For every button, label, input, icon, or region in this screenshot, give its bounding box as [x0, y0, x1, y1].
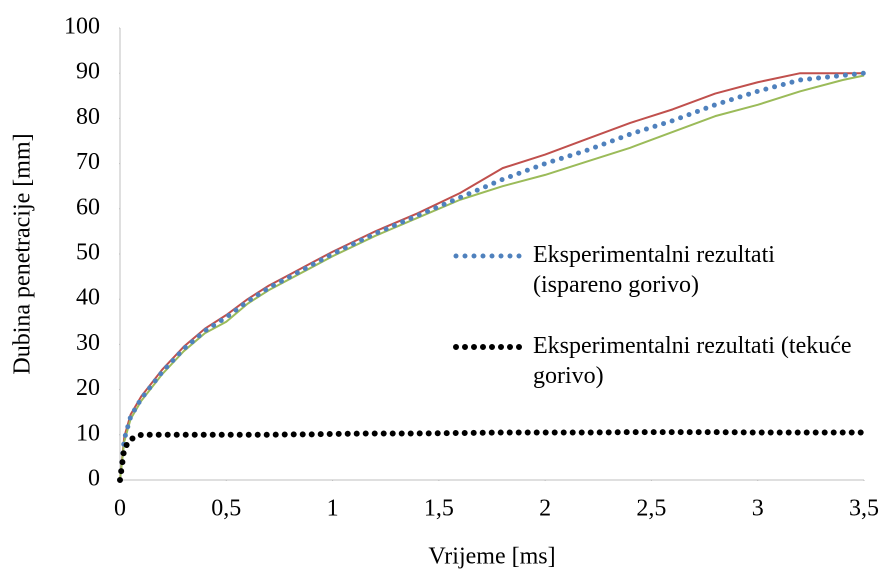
- legend-label: Eksperimentalni rezultati (ispareno gori…: [533, 242, 775, 298]
- y-axis-label: Dubina penetracije [mm]: [10, 133, 36, 374]
- series-line: [117, 429, 867, 483]
- y-tick-label: 20: [76, 375, 100, 401]
- y-tick-label: 0: [88, 466, 100, 492]
- y-tick-label: 90: [76, 59, 100, 85]
- x-tick-label: 0: [114, 496, 126, 522]
- y-tick-label: 40: [76, 285, 100, 311]
- x-tick-label: 3: [752, 496, 764, 522]
- y-tick-label: 50: [76, 240, 100, 266]
- x-tick-label: 0,5: [211, 496, 241, 522]
- x-axis-label: Vrijeme [ms]: [428, 544, 555, 570]
- series-line: [117, 70, 867, 483]
- y-tick-label: 10: [76, 420, 100, 446]
- y-tick-label: 70: [76, 149, 100, 175]
- y-tick-label: 30: [76, 330, 100, 356]
- x-tick-label: 3,5: [849, 496, 879, 522]
- x-tick-label: 2,5: [636, 496, 666, 522]
- x-tick-label: 1,5: [424, 496, 454, 522]
- legend-label: Eksperimentalni rezultati (tekuće gorivo…: [533, 333, 852, 389]
- y-tick-label: 100: [64, 14, 100, 40]
- x-tick-label: 2: [539, 496, 551, 522]
- y-tick-label: 80: [76, 104, 100, 130]
- x-tick-label: 1: [327, 496, 339, 522]
- y-tick-label: 60: [76, 194, 100, 220]
